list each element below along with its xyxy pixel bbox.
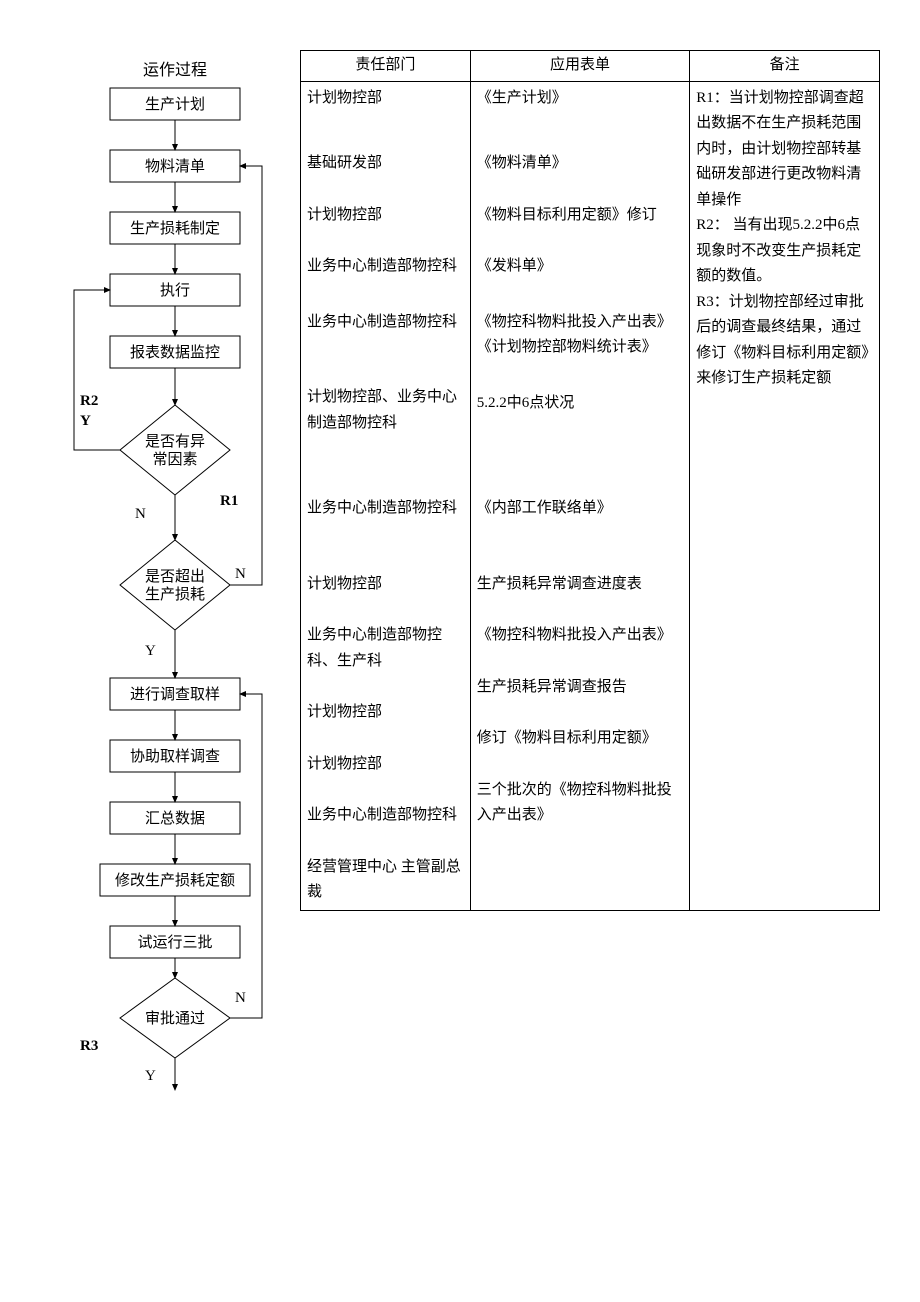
dept-9: 计划物控部 — [307, 700, 464, 726]
note-1: R2： 当有出现5.2.2中6点现象时不改变生产损耗定额的数值。 — [696, 213, 873, 290]
info-table: 责任部门 应用表单 备注 计划物控部 基础研发部 计划物控部 业务中心制造部物控… — [300, 50, 880, 911]
tag-R1: R1 — [220, 493, 238, 509]
form-9: 生产损耗异常调查报告 — [477, 675, 684, 701]
form-0: 《生产计划》 — [477, 86, 684, 112]
node-d2: 是否超出 生产损耗 — [120, 540, 230, 630]
tag-R3: R3 — [80, 1038, 98, 1054]
form-11: 三个批次的《物控科物料批投入产出表》 — [477, 778, 684, 829]
lbl-d3-N: N — [235, 990, 246, 1006]
table-header-row: 责任部门 应用表单 备注 — [301, 51, 880, 82]
node-n6-label: 进行调查取样 — [130, 686, 220, 703]
node-n2: 物料清单 — [110, 150, 240, 182]
dept-7: 计划物控部 — [307, 572, 464, 598]
th-dept: 责任部门 — [301, 51, 471, 82]
form-2: 《物料目标利用定额》修订 — [477, 203, 684, 229]
cell-form: 《生产计划》 《物料清单》 《物料目标利用定额》修订 《发料单》 《物控科物料批… — [470, 81, 690, 910]
node-n9: 修改生产损耗定额 — [100, 864, 250, 896]
node-n10-label: 试运行三批 — [137, 934, 212, 951]
lbl-d2-Y: Y — [145, 643, 156, 659]
dept-5: 计划物控部、业务中心制造部物控科 — [307, 385, 464, 436]
node-d3-label1: 审批通过 — [145, 1010, 205, 1027]
node-n5: 报表数据监控 — [110, 336, 240, 368]
node-n4: 执行 — [110, 274, 240, 306]
form-3: 《发料单》 — [477, 254, 684, 280]
node-n1: 生产计划 — [110, 88, 240, 120]
page-root: 运作过程 生产计划 物料清单 生产损耗制定 执行 报表数据监控 — [0, 0, 920, 1302]
node-n9-label: 修改生产损耗定额 — [115, 872, 235, 889]
node-n4-label: 执行 — [160, 282, 190, 299]
note-0: R1：当计划物控部调查超出数据不在生产损耗范围内时，由计划物控部转基础研发部进行… — [696, 86, 873, 214]
node-n7: 协助取样调查 — [110, 740, 240, 772]
flow-title: 运作过程 — [60, 56, 290, 80]
lbl-d1-Y: Y — [80, 413, 91, 429]
dept-11: 业务中心制造部物控科 — [307, 803, 464, 829]
tag-R2: R2 — [80, 393, 98, 409]
note-2: R3：计划物控部经过审批后的调查最终结果，通过修订《物料目标利用定额》来修订生产… — [696, 290, 873, 392]
node-d1-label1: 是否有异 — [145, 433, 205, 450]
node-n2-label: 物料清单 — [145, 158, 205, 175]
node-d3: 审批通过 — [120, 978, 230, 1058]
dept-10: 计划物控部 — [307, 752, 464, 778]
node-n1-label: 生产计划 — [145, 96, 205, 113]
node-d1-label2: 常因素 — [152, 451, 197, 468]
form-5: 5.2.2中6点状况 — [477, 391, 684, 417]
dept-6: 业务中心制造部物控科 — [307, 496, 464, 522]
form-1: 《物料清单》 — [477, 151, 684, 177]
table-body-row: 计划物控部 基础研发部 计划物控部 业务中心制造部物控科 业务中心制造部物控科 … — [301, 81, 880, 910]
node-n3-label: 生产损耗制定 — [130, 220, 220, 237]
cell-note: R1：当计划物控部调查超出数据不在生产损耗范围内时，由计划物控部转基础研发部进行… — [690, 81, 880, 910]
node-n7-label: 协助取样调查 — [130, 748, 220, 765]
dept-2: 计划物控部 — [307, 203, 464, 229]
form-10: 修订《物料目标利用定额》 — [477, 726, 684, 752]
node-n3: 生产损耗制定 — [110, 212, 240, 244]
dept-12: 经营管理中心 主管副总裁 — [307, 855, 464, 906]
dept-4: 业务中心制造部物控科 — [307, 310, 464, 336]
lbl-d3-Y: Y — [145, 1068, 156, 1084]
node-n10: 试运行三批 — [110, 926, 240, 958]
form-6: 《内部工作联络单》 — [477, 496, 684, 522]
flowchart-svg: 生产计划 物料清单 生产损耗制定 执行 报表数据监控 是否有异 常因素 是否超出 — [50, 80, 300, 1100]
th-note: 备注 — [690, 51, 880, 82]
cell-dept: 计划物控部 基础研发部 计划物控部 业务中心制造部物控科 业务中心制造部物控科 … — [301, 81, 471, 910]
dept-8: 业务中心制造部物控科、生产科 — [307, 623, 464, 674]
node-d2-label2: 生产损耗 — [145, 586, 205, 603]
form-4: 《物控科物料批投入产出表》《计划物控部物料统计表》 — [477, 310, 684, 361]
dept-0: 计划物控部 — [307, 86, 464, 112]
dept-1: 基础研发部 — [307, 151, 464, 177]
node-n5-label: 报表数据监控 — [130, 344, 220, 361]
form-7: 生产损耗异常调查进度表 — [477, 572, 684, 598]
form-8: 《物控科物料批投入产出表》 — [477, 623, 684, 649]
node-d2-label1: 是否超出 — [145, 568, 205, 585]
node-n8-label: 汇总数据 — [145, 810, 205, 827]
lbl-d2-N: N — [235, 566, 246, 582]
node-n6: 进行调查取样 — [110, 678, 240, 710]
lbl-d1-N: N — [135, 506, 146, 522]
node-d1: 是否有异 常因素 — [120, 405, 230, 495]
th-form: 应用表单 — [470, 51, 690, 82]
dept-3: 业务中心制造部物控科 — [307, 254, 464, 280]
node-n8: 汇总数据 — [110, 802, 240, 834]
